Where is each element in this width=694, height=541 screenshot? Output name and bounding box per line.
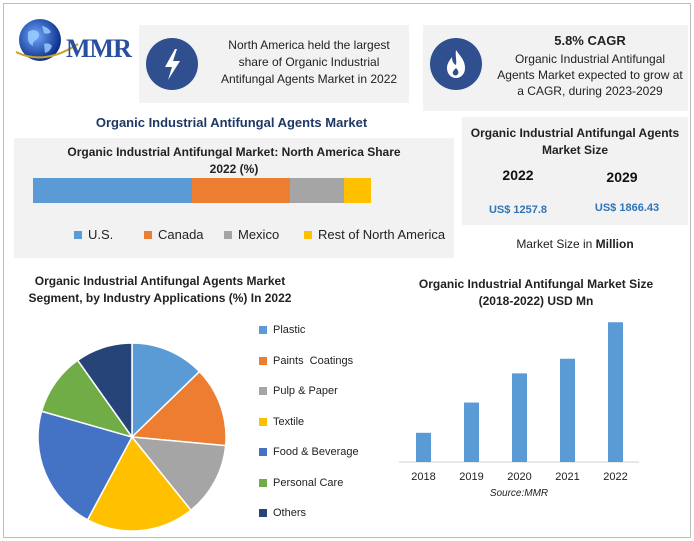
legend-label: Rest of North America — [318, 227, 446, 242]
na-share-legend-item-canada: Canada — [144, 227, 204, 242]
legend-swatch — [259, 326, 267, 334]
pie-legend-item-food-beverage: Food & Beverage — [259, 446, 359, 458]
na-share-stacked-bar — [33, 178, 371, 203]
x-tick-label: 2022 — [603, 471, 627, 483]
pie-slice-others — [76, 342, 133, 440]
pie-chart-title: Organic Industrial Antifungal Agents Mar… — [28, 274, 292, 305]
cagr-text: Organic Industrial Antifungal Agents Mar… — [497, 52, 683, 98]
legend-label: Food & Beverage — [273, 446, 359, 458]
legend-swatch — [259, 417, 267, 426]
size-bar-2019 — [464, 402, 479, 462]
market-size-caption-unit: Million — [595, 237, 634, 251]
legend-label: Textile — [273, 415, 305, 428]
infographic-frame: MMR North America held the largest share… — [3, 3, 691, 538]
size-bar-chart: 2018 2019 2020 2021 2022 — [399, 322, 639, 483]
legend-label: Personal Care — [273, 476, 344, 489]
market-size-year-2022: 2022 — [502, 167, 534, 183]
flame-icon — [430, 38, 482, 90]
na-share-chart-title: Organic Industrial Antifungal Market: No… — [67, 145, 401, 176]
size-bar-2020 — [512, 373, 527, 462]
legend-label: Others — [273, 507, 307, 519]
na-share-legend-item-u-s: U.S. — [74, 227, 113, 242]
size-bar-2022 — [608, 322, 623, 462]
legend-swatch — [304, 230, 312, 239]
market-size-year-2029: 2029 — [606, 169, 638, 185]
pie-legend-item-textile: Textile — [259, 416, 304, 428]
legend-swatch — [224, 230, 232, 239]
na-share-segment-rest-of-north-america — [343, 178, 371, 203]
cagr-title: 5.8% CAGR — [554, 33, 626, 48]
market-size-value-2022: US$ 1257.8 — [488, 204, 548, 216]
source-note: Source:MMR — [489, 488, 549, 499]
legend-swatch — [259, 509, 267, 517]
pie-legend-item-plastic: Plastic — [259, 324, 305, 336]
market-size-value-2029: US$ 1866.43 — [594, 202, 660, 214]
pie-legend-item-paints-coatings: Paints Coatings — [259, 355, 353, 367]
legend-label: Mexico — [238, 227, 280, 242]
cagr-card: 5.8% CAGR Organic Industrial Antifungal … — [423, 25, 688, 111]
na-share-legend-item-mexico: Mexico — [224, 227, 279, 242]
market-size-caption: Market Size in Million — [462, 237, 688, 251]
legend-label: Paints Coatings — [273, 354, 354, 367]
legend-swatch — [74, 230, 82, 239]
pie-slice-plastic — [131, 342, 201, 439]
market-size-caption-prefix: Market Size in — [516, 237, 596, 251]
legend-swatch — [259, 356, 267, 365]
pie-legend-item-personal-care: Personal Care — [259, 477, 343, 489]
size-bar-2018 — [416, 432, 431, 462]
x-tick-label: 2018 — [411, 471, 435, 483]
pie-slice-textile — [86, 435, 192, 532]
x-tick-label: 2020 — [507, 471, 531, 483]
na-share-legend: U.S. Canada Mexico Rest of North America — [74, 227, 454, 245]
x-tick-label: 2021 — [555, 471, 579, 483]
legend-label: U.S. — [88, 227, 114, 242]
legend-swatch — [259, 387, 267, 395]
legend-swatch — [144, 230, 152, 239]
na-share-segment-mexico — [289, 178, 344, 203]
logo-text: MMR — [66, 34, 132, 63]
north-america-card: North America held the largest share of … — [139, 25, 409, 103]
pie-legend: Plastic Paints Coatings Pulp & Paper Textil… — [259, 324, 389, 534]
logo: MMR — [14, 14, 144, 74]
size-bar-chart-title: Organic Industrial Antifungal Market Siz… — [418, 277, 654, 308]
legend-swatch — [259, 448, 267, 456]
na-share-segment-u-s — [33, 178, 192, 203]
na-share-chart-card: Organic Industrial Antifungal Market: No… — [14, 138, 454, 258]
x-tick-label: 2019 — [459, 471, 483, 483]
lightning-bolt-icon — [146, 38, 198, 90]
pie-slice-pulp-paper — [130, 436, 227, 512]
main-title: Organic Industrial Antifungal Agents Mar… — [95, 115, 368, 130]
pie-slice-paints-coatings — [130, 370, 227, 447]
pie-legend-item-pulp-paper: Pulp & Paper — [259, 385, 338, 397]
na-share-segment-canada — [191, 178, 290, 203]
legend-label: Pulp & Paper — [273, 385, 338, 397]
legend-label: Plastic — [273, 324, 306, 336]
pie-legend-item-others: Others — [259, 507, 306, 519]
na-share-legend-item-rest-of-north-america: Rest of North America — [304, 227, 445, 242]
size-bar-2021 — [560, 358, 575, 462]
market-size-card: Organic Industrial Antifungal Agents Mar… — [462, 117, 688, 225]
pie-chart — [37, 342, 227, 532]
north-america-text: North America held the largest share of … — [220, 38, 398, 86]
pie-slice-food-beverage — [37, 410, 134, 521]
legend-label: Canada — [158, 227, 204, 242]
market-size-title: Organic Industrial Antifungal Agents Mar… — [470, 126, 680, 157]
legend-swatch — [259, 478, 267, 487]
globe-icon — [15, 19, 79, 61]
